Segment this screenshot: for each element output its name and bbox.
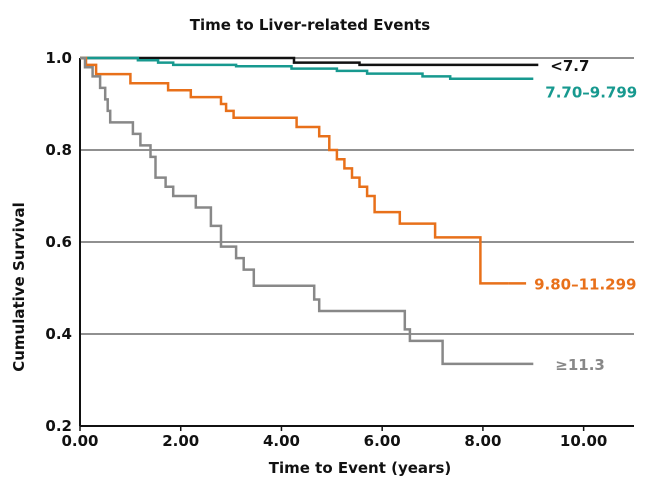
series-label-0: <7.7 xyxy=(550,57,589,75)
chart-title: Time to Liver-related Events xyxy=(190,16,431,34)
series-labels: <7.7 7.70–9.799 9.80–11.299 ≥11.3 xyxy=(508,57,637,374)
x-tick-label: 10.00 xyxy=(560,432,607,450)
series-label-3: ≥11.3 xyxy=(555,356,605,374)
y-tick-label: 0.8 xyxy=(45,141,72,159)
x-tick-label: 0.00 xyxy=(61,432,98,450)
x-tick-label: 8.00 xyxy=(464,432,501,450)
series-label-1: 7.70–9.799 xyxy=(545,84,637,102)
y-tick-label: 0.2 xyxy=(45,417,72,435)
curve-2 xyxy=(80,56,509,285)
series-label-2: 9.80–11.299 xyxy=(534,275,636,293)
y-axis-title: Cumulative Survival xyxy=(10,202,28,372)
x-axis-title: Time to Event (years) xyxy=(269,459,451,477)
y-tick-label: 0.4 xyxy=(45,325,72,343)
y-tick-label: 0.6 xyxy=(45,233,72,251)
axes xyxy=(79,58,634,431)
curve-0 xyxy=(80,56,539,67)
curve-1 xyxy=(80,56,534,80)
survival-curves xyxy=(80,56,539,366)
tick-labels: 0.2 0.4 0.6 0.8 1.0 0.00 2.00 4.00 6.00 8.00 10.00 xyxy=(45,49,607,450)
x-tick-label: 6.00 xyxy=(364,432,401,450)
x-tick-label: 4.00 xyxy=(263,432,300,450)
curve-3 xyxy=(80,56,534,366)
x-tick-label: 2.00 xyxy=(162,432,199,450)
y-tick-label: 1.0 xyxy=(45,49,72,67)
